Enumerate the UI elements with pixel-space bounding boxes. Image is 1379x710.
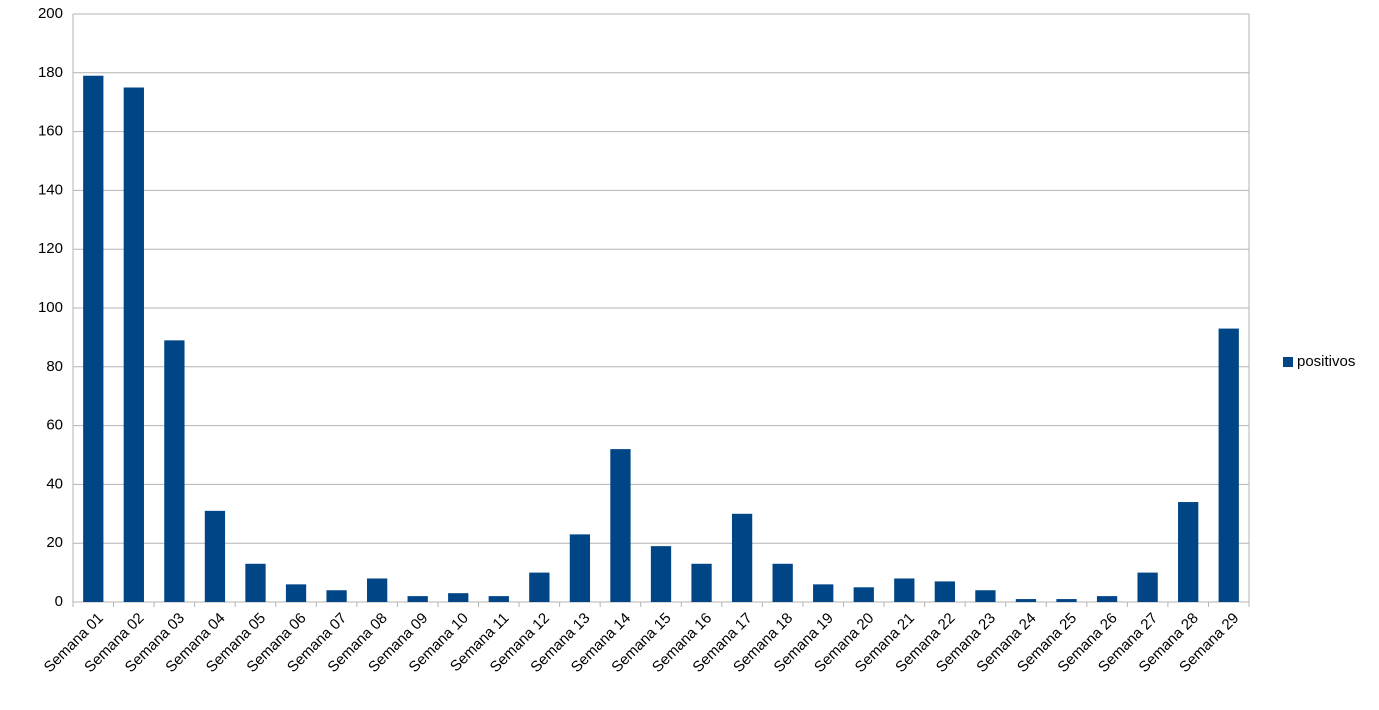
y-tick-label: 60 [46, 417, 63, 434]
bar [488, 596, 509, 602]
y-tick-label: 40 [46, 475, 63, 492]
bar [123, 87, 144, 602]
bar [853, 587, 874, 602]
bar [1056, 599, 1077, 602]
bar [204, 510, 226, 602]
bar [691, 563, 712, 602]
legend-swatch [1283, 357, 1293, 367]
bar [326, 590, 347, 602]
bar [1178, 502, 1199, 602]
y-tick-label: 140 [38, 181, 63, 198]
bar [407, 596, 428, 602]
bar [448, 593, 469, 602]
bar [569, 534, 591, 602]
y-tick-label: 20 [46, 534, 63, 551]
bar [934, 581, 955, 602]
y-tick-label: 180 [38, 64, 63, 81]
legend-label: positivos [1297, 353, 1355, 370]
bar [1015, 599, 1037, 602]
bar [1096, 596, 1118, 602]
bar [650, 546, 672, 602]
bar [610, 449, 631, 602]
bar [1137, 572, 1158, 602]
bar [975, 590, 996, 602]
bar [813, 584, 834, 602]
bar [83, 75, 104, 603]
y-tick-label: 80 [46, 358, 63, 375]
y-tick-label: 120 [38, 240, 63, 257]
y-tick-label: 200 [38, 5, 63, 22]
bar [772, 563, 793, 602]
y-tick-label: 100 [38, 299, 63, 316]
bar [731, 513, 753, 602]
y-tick-label: 0 [55, 593, 63, 610]
bar [1218, 328, 1239, 602]
bar [367, 578, 388, 602]
bar [894, 578, 915, 602]
bar [529, 572, 550, 602]
bar [285, 584, 307, 602]
y-tick-label: 160 [38, 123, 63, 140]
bar [164, 340, 185, 602]
bar [245, 563, 266, 602]
